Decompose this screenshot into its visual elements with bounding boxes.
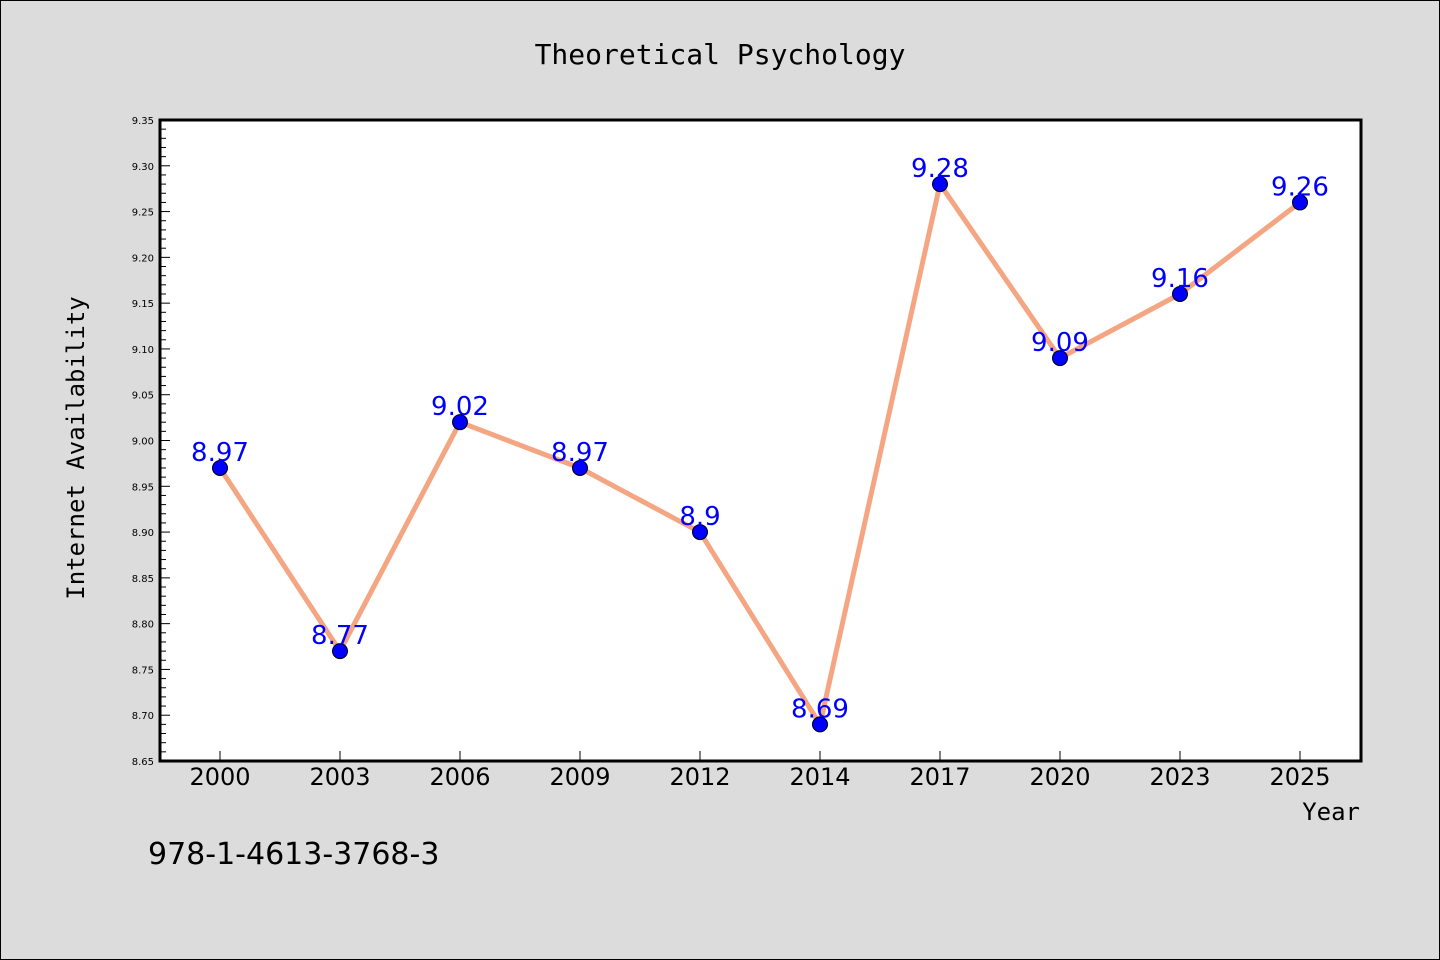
data-label: 8.97 bbox=[551, 438, 609, 468]
x-tick-label: 2006 bbox=[429, 763, 490, 791]
y-tick-label: 8.65 bbox=[132, 757, 154, 768]
y-axis: 8.65 8.70 8.75 8.80 8.85 8.90 8.95 9.00 9.05 9.10… bbox=[132, 116, 170, 768]
series-group: 8.97 8.77 9.02 8.97 8.9 8.69 9.28 9.09 9.16 9.26 bbox=[191, 154, 1329, 733]
data-label: 9.02 bbox=[431, 392, 489, 422]
y-tick-label: 9.05 bbox=[132, 391, 154, 402]
x-tick-label: 2020 bbox=[1029, 763, 1090, 791]
data-point bbox=[1052, 350, 1068, 367]
y-tick-label: 9.15 bbox=[132, 299, 154, 310]
data-label: 8.9 bbox=[679, 502, 720, 532]
data-point bbox=[692, 524, 708, 541]
x-axis: 2000 2003 2006 2009 2012 2014 2017 2020 2023 2025 bbox=[189, 751, 1331, 791]
x-tick-label: 2000 bbox=[189, 763, 250, 791]
y-tick-label: 8.95 bbox=[132, 482, 154, 493]
plot-area bbox=[158, 118, 1363, 763]
series-line bbox=[217, 181, 1302, 727]
x-tick-label: 2014 bbox=[789, 763, 850, 791]
data-label: 8.69 bbox=[791, 694, 849, 724]
x-axis-label: Year bbox=[1302, 798, 1360, 826]
x-tick-label: 2025 bbox=[1269, 763, 1330, 791]
data-point bbox=[572, 459, 588, 476]
data-point bbox=[1172, 285, 1188, 302]
y-tick-label: 9.00 bbox=[132, 437, 154, 448]
y-tick-label: 9.10 bbox=[132, 345, 154, 356]
data-point bbox=[1292, 194, 1308, 211]
y-tick-label: 8.90 bbox=[132, 528, 154, 539]
data-label: 9.16 bbox=[1151, 264, 1209, 294]
y-tick-label: 8.70 bbox=[132, 711, 154, 722]
data-point bbox=[332, 643, 348, 660]
data-label: 9.28 bbox=[911, 154, 969, 184]
y-tick-label: 8.80 bbox=[132, 620, 154, 631]
y-tick-label: 9.30 bbox=[132, 162, 154, 173]
data-point bbox=[452, 414, 468, 431]
y-tick-label: 8.75 bbox=[132, 665, 154, 676]
y-axis-label: Internet Availability bbox=[62, 296, 90, 599]
x-tick-label: 2023 bbox=[1149, 763, 1210, 791]
data-label: 9.09 bbox=[1031, 328, 1089, 358]
data-point bbox=[212, 459, 228, 476]
data-label: 8.77 bbox=[311, 621, 369, 651]
x-tick-label: 2003 bbox=[309, 763, 370, 791]
data-point bbox=[932, 176, 948, 193]
y-tick-label: 9.25 bbox=[132, 208, 154, 219]
data-label: 8.97 bbox=[191, 438, 249, 468]
y-tick-label: 9.20 bbox=[132, 253, 154, 264]
data-label: 9.26 bbox=[1271, 172, 1329, 202]
x-tick-label: 2017 bbox=[909, 763, 970, 791]
data-point bbox=[812, 716, 828, 733]
isbn-text: 978-1-4613-3768-3 bbox=[148, 837, 439, 872]
x-tick-label: 2009 bbox=[549, 763, 610, 791]
y-tick-label: 9.35 bbox=[132, 116, 154, 127]
x-tick-label: 2012 bbox=[669, 763, 730, 791]
y-tick-label: 8.85 bbox=[132, 574, 154, 585]
chart-title: Theoretical Psychology bbox=[535, 38, 906, 71]
